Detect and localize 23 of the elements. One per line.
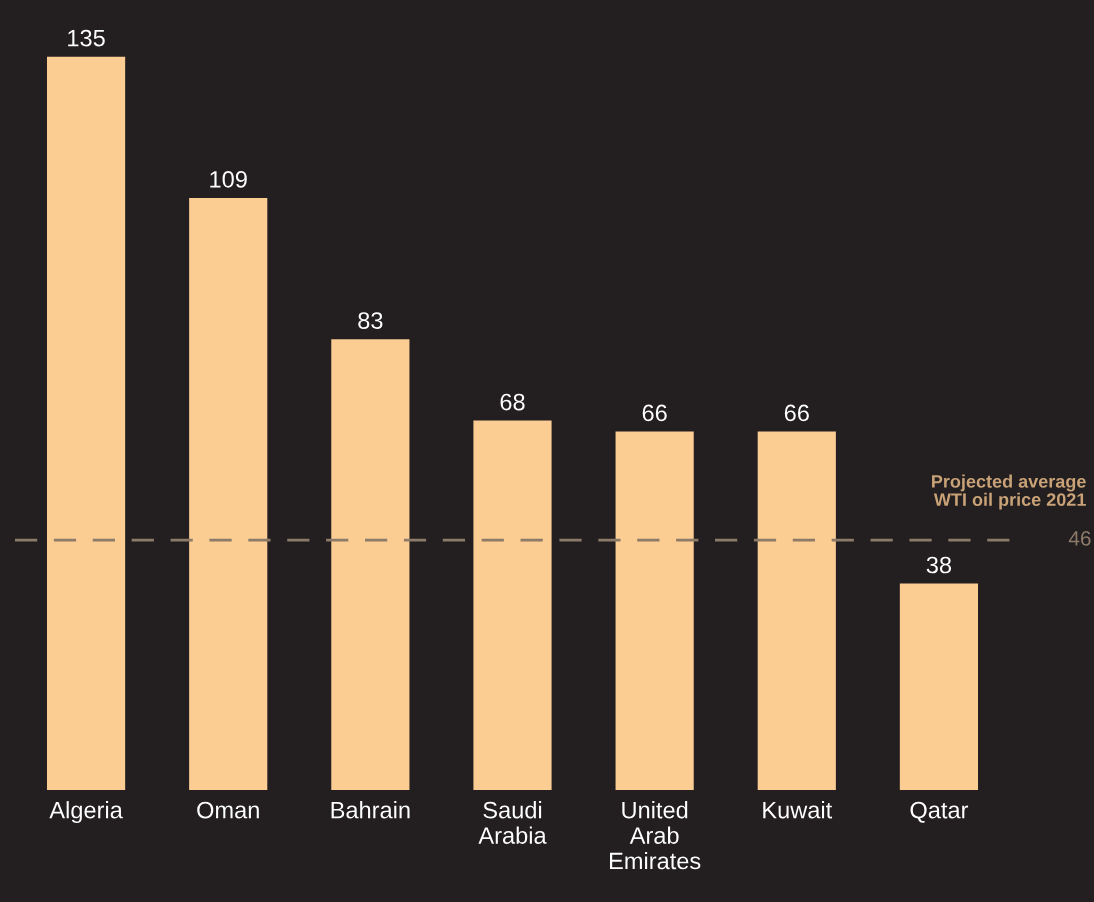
bar [473, 420, 552, 790]
bar [189, 197, 268, 790]
data-label: 38 [926, 556, 952, 574]
data-label: 66 [784, 404, 809, 422]
ref-line-label: 46 [1068, 530, 1091, 546]
x-tick-label: Kuwait [763, 801, 833, 819]
data-label: 135 [68, 29, 105, 47]
bar [46, 56, 126, 790]
annotation: Projected average WTI oil price 2021 [932, 474, 1086, 510]
x-tick-label: Bahrain [331, 801, 410, 819]
x-tick-label: United Arab Emirates [610, 801, 701, 870]
x-tick-label: Saudi Arabia [478, 801, 547, 844]
bar [899, 583, 979, 790]
bar [757, 431, 836, 790]
data-label: 83 [358, 312, 383, 329]
data-label: 66 [642, 404, 667, 422]
x-tick-label: Qatar [910, 801, 969, 823]
data-label: 109 [210, 170, 247, 188]
bar [331, 339, 410, 790]
x-tick-label: Algeria [49, 801, 123, 824]
data-label: 68 [500, 393, 525, 411]
x-tick-label: Oman [197, 801, 259, 819]
bar [615, 431, 694, 790]
